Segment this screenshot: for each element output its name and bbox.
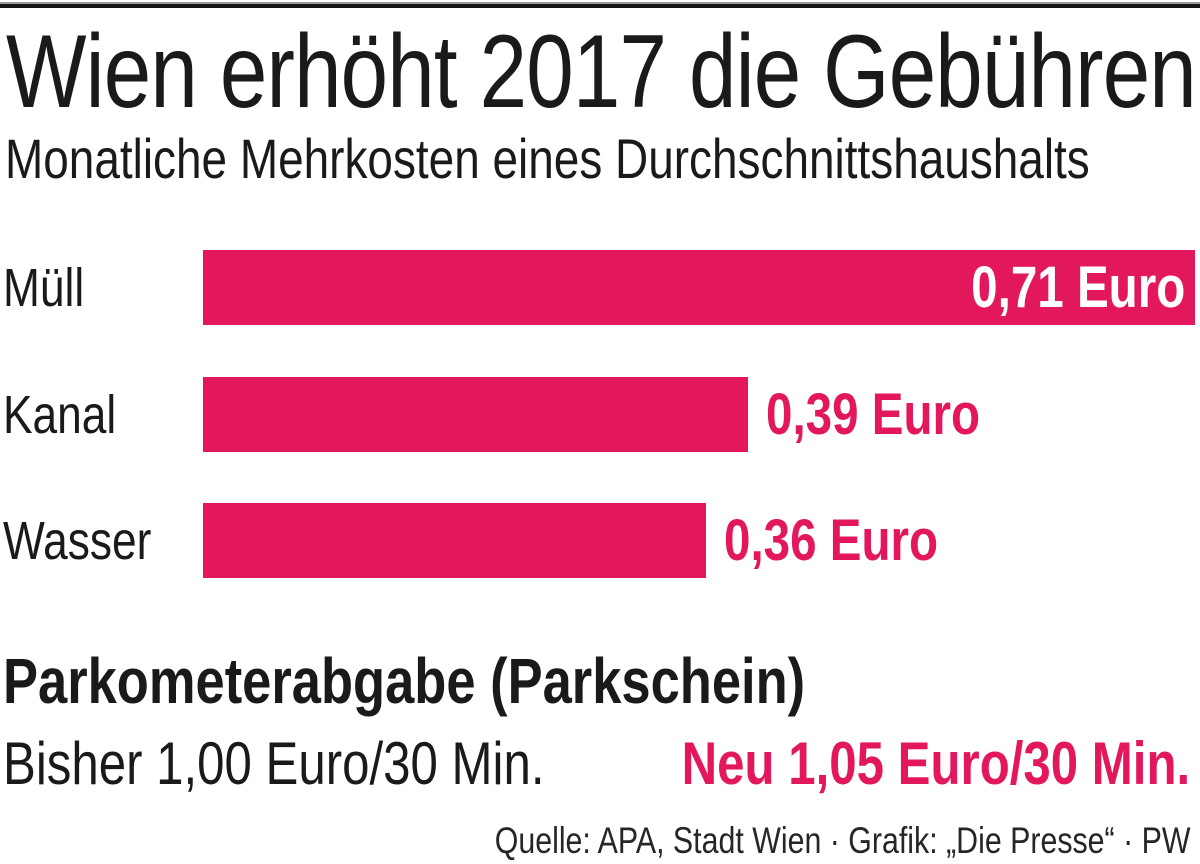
source-credit: Quelle: APA, Stadt Wien · Grafik: „Die P… (494, 820, 1190, 861)
value-label-muell: 0,71 Euro (971, 254, 1186, 320)
category-label-wasser: Wasser (0, 503, 203, 578)
bar-row-wasser: Wasser 0,36 Euro (0, 503, 1200, 578)
chart-title: Wien erhöht 2017 die Gebühren (6, 14, 1197, 130)
value-label-wasser: 0,36 Euro (724, 507, 939, 573)
parkometer-old-price: Bisher 1,00 Euro/30 Min. (3, 730, 545, 797)
category-label-text: Müll (3, 257, 85, 318)
bar-row-muell: Müll 0,71 Euro (0, 250, 1200, 325)
bar-wasser (203, 503, 706, 578)
value-label-container: 0,36 Euro (724, 503, 985, 578)
value-label-kanal: 0,39 Euro (766, 381, 981, 447)
parkometer-new-price: Neu 1,05 Euro/30 Min. (681, 730, 1190, 797)
chart-subtitle: Monatliche Mehrkosten eines Durchschnitt… (5, 127, 1090, 190)
category-label-text: Kanal (3, 384, 117, 445)
bar-row-kanal: Kanal 0,39 Euro (0, 377, 1200, 452)
parkometer-heading: Parkometerabgabe (Parkschein) (3, 645, 806, 717)
category-label-muell: Müll (0, 250, 203, 325)
top-rule (0, 2, 1200, 8)
category-label-text: Wasser (3, 510, 152, 571)
bar-kanal (203, 377, 748, 452)
category-label-kanal: Kanal (0, 377, 203, 452)
value-label-container: 0,39 Euro (766, 377, 1027, 452)
bar-muell: 0,71 Euro (203, 250, 1195, 325)
